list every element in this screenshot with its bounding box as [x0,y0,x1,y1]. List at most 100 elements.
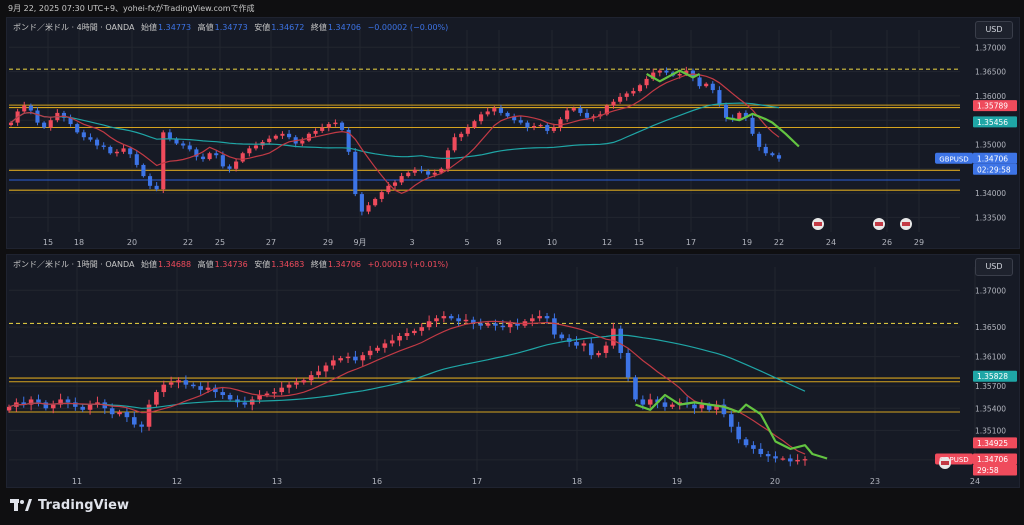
legend-close: 1.34706 [327,260,362,269]
time-axis-label: 17 [472,477,482,486]
candle [114,151,119,154]
candle [81,132,86,138]
time-axis-label: 3 [409,238,414,247]
legend-close: 1.34706 [327,23,362,32]
candle [618,96,623,102]
moving-average-slow [8,334,806,409]
moving-average-fast [10,73,780,194]
candle [485,323,491,326]
candle [500,325,506,328]
candle [441,316,447,319]
candle [445,150,451,169]
candle [167,132,172,139]
candle [181,143,186,146]
candle [386,185,391,193]
candle [758,448,764,455]
time-axis-label: 16 [372,477,382,486]
price-axis-label: 1.33500 [975,213,1006,222]
candle [493,323,498,326]
candle [704,83,709,87]
candle [625,352,631,378]
price-tag-label: 1.34925 [977,439,1008,448]
candle [345,356,351,359]
candle [399,176,404,183]
legend-low-label: 安値 [254,260,271,269]
candle [280,133,285,136]
price-tag [973,370,1017,382]
price-tag [973,116,1017,128]
time-axis-label: 29 [323,238,333,247]
candle [101,145,106,147]
currency-button-1h[interactable]: USD [975,258,1013,276]
candle [426,171,431,175]
legend-title: ポンド／米ドル · 1時間 · OANDA [13,260,135,269]
candle [313,130,318,134]
candle [578,108,583,113]
wave-drawing [759,413,828,460]
candle [28,105,33,111]
candle [537,316,542,319]
legend-open: 1.34688 [158,260,192,269]
chart-panel-1h[interactable]: 1.37000 1.36500 1.36100 1.35700 1.35400 1.351… [6,254,1020,488]
candle [763,146,768,154]
candle [8,122,14,126]
candle [257,395,262,400]
candle [492,108,497,112]
candle [647,399,653,405]
currency-button-4h[interactable]: USD [975,21,1013,39]
candle [633,377,638,400]
candle [412,169,417,173]
time-axis-label: 19 [742,238,752,247]
candle [515,323,520,326]
candle [132,417,137,425]
time-axis-label: 22 [774,238,784,247]
price-axis-label: 1.34000 [975,189,1006,198]
candle [478,323,483,326]
time-axis-label: 17 [686,238,696,247]
candle [581,343,587,346]
chart-panel-4h[interactable]: 1.370001.365001.360001.355001.350001.345… [6,17,1020,249]
candle [294,382,299,385]
time-axis-label: 5 [464,238,469,247]
candle [121,148,126,152]
economic-event-flag [941,461,949,465]
candle [58,399,63,405]
candle [207,153,212,160]
candle [714,404,719,410]
candle [544,316,550,319]
candle [770,153,775,156]
candle [200,156,206,160]
candle [644,78,649,86]
candle [574,341,579,346]
candle [367,350,373,356]
candle [183,380,189,385]
candle [154,185,159,190]
wave-drawing [635,393,762,416]
tradingview-logo[interactable]: TradingView [10,498,129,513]
candle [471,319,476,324]
time-axis-label: 18 [74,238,84,247]
candle [253,145,259,149]
candle [353,356,358,361]
candle [205,387,211,390]
candle [108,146,113,154]
price-axis-label: 1.36500 [975,323,1006,332]
legend-open-label: 始値 [141,260,157,269]
candle [434,318,439,322]
chart-1h-canvas[interactable]: 1.37000 1.36500 1.36100 1.35700 1.35400 1.351… [7,255,1021,489]
legend-1h: ポンド／米ドル · 1時間 · OANDA 始値1.34688 高値1.3473… [13,259,452,270]
candle [359,194,364,212]
price-tag-label: 1.35789 [977,102,1008,111]
moving-average-fast [8,320,806,455]
candle [507,323,513,328]
candle [795,459,800,462]
candle [452,137,457,151]
legend-low: 1.34683 [271,260,305,269]
candle [456,318,461,322]
candle [264,393,270,396]
candle [404,333,410,337]
candle [624,93,629,97]
chart-4h-canvas[interactable]: 1.370001.365001.360001.355001.350001.345… [7,18,1021,250]
time-axis-label: 26 [882,238,892,247]
price-tag [973,464,1017,476]
